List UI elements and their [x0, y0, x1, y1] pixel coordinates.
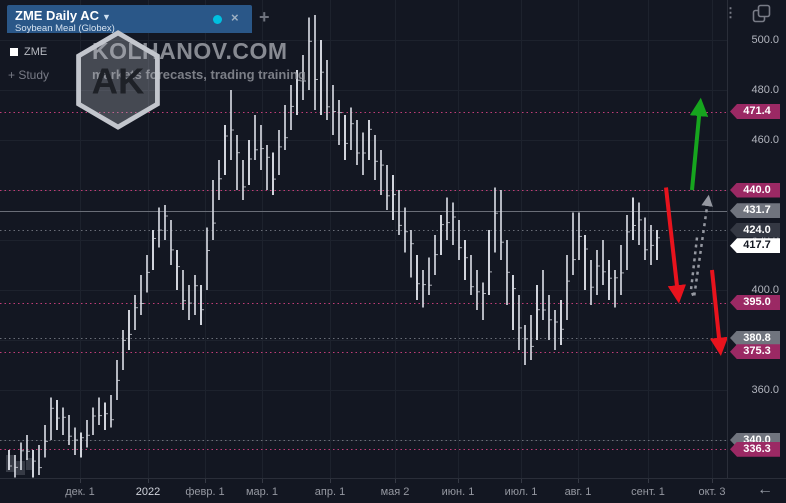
level-badge: 440.0: [730, 182, 780, 198]
price-axis[interactable]: 500.0480.0460.0440.0420.0400.0380.0360.0…: [727, 0, 786, 478]
last-price-badge: 417.7: [730, 238, 780, 254]
time-axis-tick: [578, 479, 579, 483]
h-gridline: [0, 240, 727, 241]
level-badge: 471.4: [730, 104, 780, 119]
v-gridline: [330, 0, 331, 478]
v-gridline: [521, 0, 522, 478]
bring-to-front-icon[interactable]: [752, 4, 771, 23]
time-axis-label: 2022: [135, 486, 161, 498]
time-axis-tick: [80, 479, 81, 483]
v-gridline: [80, 0, 81, 478]
time-axis-label: авг. 1: [564, 486, 592, 498]
time-axis-label: дек. 1: [65, 486, 95, 498]
time-axis-label: июн. 1: [441, 486, 475, 498]
time-axis-label: мая 2: [380, 486, 410, 498]
level-line-424: [0, 230, 727, 231]
level-line-440: [0, 190, 727, 191]
level-badge: 424.0: [730, 222, 780, 238]
axis-settings-icon[interactable]: ⋮: [724, 5, 737, 20]
level-line-380.8: [0, 338, 727, 339]
level-line-375.3: [0, 352, 727, 353]
h-gridline: [0, 390, 727, 391]
price-axis-label: 500.0: [751, 34, 779, 46]
h-gridline: [0, 40, 727, 41]
time-axis-label: июл. 1: [504, 486, 538, 498]
new-tab-button[interactable]: +: [259, 7, 270, 27]
time-axis-label: мар. 1: [245, 486, 279, 498]
time-axis-label: апр. 1: [314, 486, 346, 498]
left-edge-artifact: [6, 455, 15, 472]
time-axis-tick: [330, 479, 331, 483]
symbol-tab[interactable]: ZME Daily AC ▼ Soybean Meal (Globex) ×: [7, 5, 252, 34]
time-axis[interactable]: дек. 1 2022 февр. 1 мар. 1 апр. 1 мая 2 июн. 1…: [0, 478, 786, 503]
time-axis-tick: [395, 479, 396, 483]
symbol-name: ZME Daily AC: [15, 8, 100, 23]
left-edge-artifact: [26, 458, 33, 470]
h-gridline: [0, 90, 727, 91]
level-line-395: [0, 303, 727, 304]
level-badge: 375.3: [730, 344, 780, 360]
time-axis-tick: [262, 479, 263, 483]
price-bars: [8, 15, 660, 478]
series-legend-row[interactable]: ZME: [10, 46, 47, 58]
level-line-431.7: [0, 211, 727, 212]
status-dot-icon: [213, 15, 222, 24]
level-badge: 336.3: [730, 441, 780, 457]
h-gridline: [0, 290, 727, 291]
level-badge: 395.0: [730, 295, 780, 310]
series-checkbox[interactable]: [10, 48, 18, 56]
time-axis-tick: [458, 479, 459, 483]
v-gridline: [205, 0, 206, 478]
time-axis-tick: [521, 479, 522, 483]
time-axis-label: окт. 3: [698, 486, 726, 498]
level-line-340: [0, 440, 727, 441]
price-axis-label: 400.0: [751, 284, 779, 296]
time-axis-tick: [648, 479, 649, 483]
price-axis-label: 480.0: [751, 84, 779, 96]
go-to-recent-arrow-icon[interactable]: ←: [757, 481, 773, 498]
level-badge: 431.7: [730, 203, 780, 219]
time-axis-label: февр. 1: [185, 486, 225, 498]
time-axis-tick: [148, 479, 149, 483]
symbol-tab-title[interactable]: ZME Daily AC ▼: [15, 8, 111, 23]
level-badge: 380.8: [730, 330, 780, 346]
v-gridline: [148, 0, 149, 478]
v-gridline: [648, 0, 649, 478]
chart-pane[interactable]: [0, 0, 729, 478]
price-axis-label: 360.0: [751, 384, 779, 396]
price-axis-label: 460.0: [751, 134, 779, 146]
tab-close-icon[interactable]: ×: [231, 10, 239, 25]
level-line-336.3: [0, 449, 727, 450]
series-label[interactable]: ZME: [24, 46, 48, 58]
v-gridline: [712, 0, 713, 478]
symbol-description: Soybean Meal (Globex): [15, 23, 115, 34]
add-study-button[interactable]: + Study: [8, 68, 50, 82]
h-gridline: [0, 340, 727, 341]
level-line-471.4: [0, 112, 727, 113]
chevron-down-icon[interactable]: ▼: [102, 12, 111, 22]
time-axis-tick: [712, 479, 713, 483]
v-gridline: [262, 0, 263, 478]
time-axis-tick: [205, 479, 206, 483]
time-axis-label: сент. 1: [631, 486, 665, 498]
v-gridline: [395, 0, 396, 478]
